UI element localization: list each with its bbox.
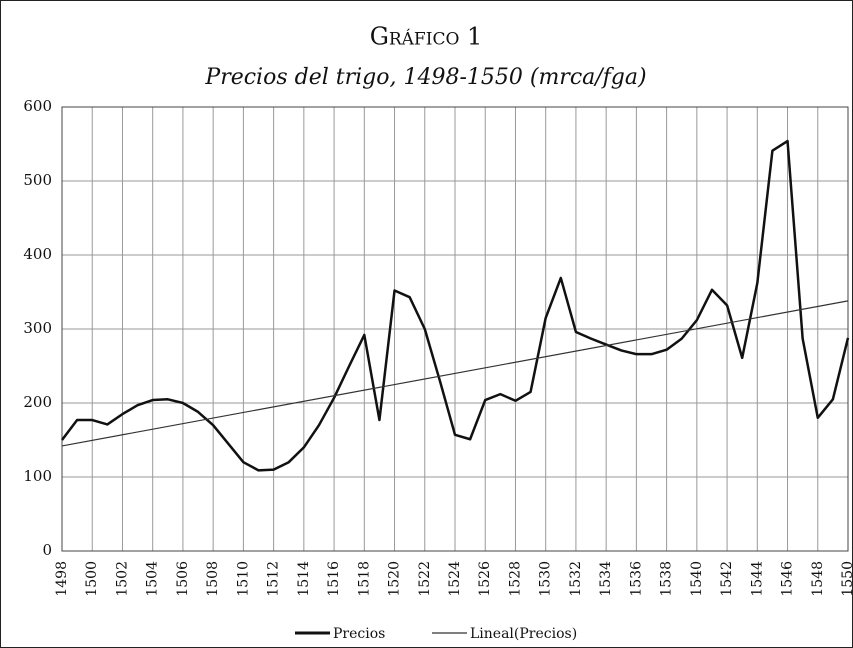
x-tick-label: 1522 xyxy=(417,561,433,597)
x-tick-label: 1536 xyxy=(628,561,644,597)
x-tick-label: 1524 xyxy=(447,561,463,597)
x-tick-label: 1514 xyxy=(296,561,312,597)
x-tick-label: 1526 xyxy=(477,561,493,597)
x-tick-label: 1540 xyxy=(689,561,705,597)
x-tick-label: 1512 xyxy=(266,561,282,597)
series-line xyxy=(61,139,850,472)
y-tick-label: 0 xyxy=(42,541,52,559)
x-tick-label: 1506 xyxy=(175,561,191,597)
x-tick-label: 1542 xyxy=(719,561,735,597)
y-tick-label: 500 xyxy=(23,171,52,189)
x-tick-label: 1500 xyxy=(84,561,100,597)
x-tick-label: 1534 xyxy=(598,561,614,597)
x-tick-label: 1544 xyxy=(749,561,765,597)
legend-label: Lineal(Precios) xyxy=(470,626,577,642)
x-tick-label: 1510 xyxy=(235,561,251,597)
x-tick-label: 1538 xyxy=(659,561,675,597)
chart-subtitle: Precios del trigo, 1498-1550 (mrca/fga) xyxy=(204,65,646,90)
series-line xyxy=(61,300,849,447)
y-tick-label: 300 xyxy=(23,319,52,337)
legend-label: Precios xyxy=(333,626,385,642)
y-tick-label: 400 xyxy=(23,245,52,263)
chart-title: Gráfico 1 xyxy=(370,23,483,51)
plot-border xyxy=(61,106,849,552)
x-tick-label: 1532 xyxy=(568,561,584,597)
x-tick-label: 1504 xyxy=(145,561,161,597)
x-tick-label: 1520 xyxy=(387,561,403,597)
x-tick-label: 1530 xyxy=(538,561,554,597)
x-tick-label: 1516 xyxy=(326,561,342,597)
y-tick-label: 600 xyxy=(23,97,52,115)
x-tick-label: 1548 xyxy=(810,561,826,597)
y-tick-label: 100 xyxy=(23,467,52,485)
y-tick-label: 200 xyxy=(23,393,52,411)
x-tick-label: 1518 xyxy=(356,561,372,597)
x-tick-label: 1546 xyxy=(780,561,796,597)
x-tick-label: 1528 xyxy=(507,561,523,597)
x-tick-label: 1550 xyxy=(840,561,853,597)
x-tick-label: 1498 xyxy=(54,561,70,597)
x-tick-label: 1508 xyxy=(205,561,221,597)
x-tick-label: 1502 xyxy=(114,561,130,597)
